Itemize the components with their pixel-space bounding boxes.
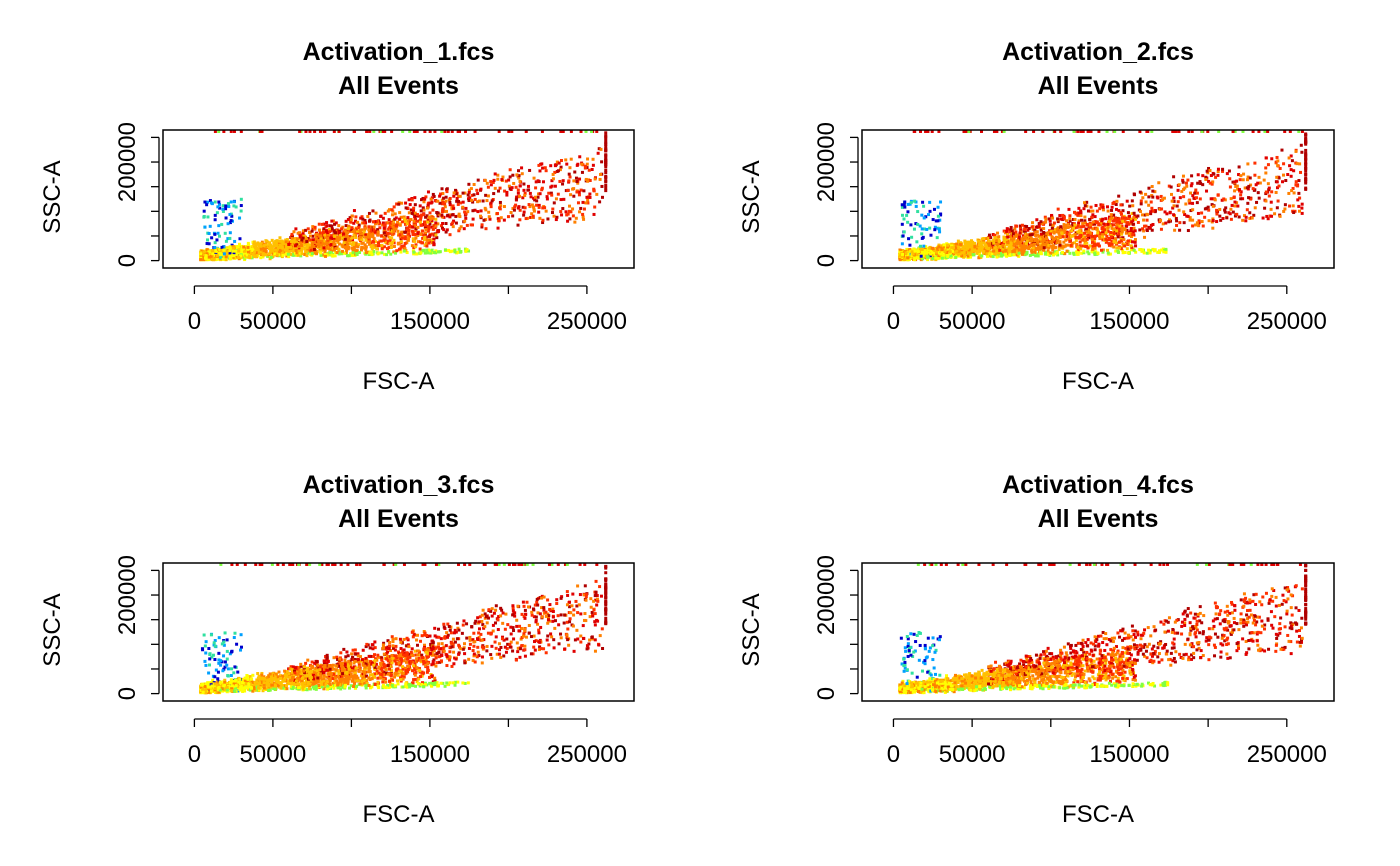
event-dots	[199, 130, 608, 262]
plot-title: Activation_3.fcs	[303, 471, 495, 499]
event-dots	[898, 563, 1308, 695]
plot-subtitle: All Events	[1038, 505, 1159, 533]
x-axis-label: FSC-A	[363, 801, 435, 828]
y-tick-label: 0	[813, 687, 840, 700]
plot-panel-3: Activation_3.fcs All Events 0 50000 150000 25…	[39, 471, 635, 828]
plot-box	[861, 129, 1335, 269]
y-axis-label: SSC-A	[39, 160, 66, 233]
x-tick-label: 50000	[240, 741, 307, 768]
x-tick-label: 0	[887, 741, 900, 768]
x-tick-label: 50000	[939, 741, 1006, 768]
plot-panel-1: Activation_1.fcs All Events 0 50000 150000 25…	[39, 38, 635, 395]
x-tick-label: 250000	[547, 741, 627, 768]
x-tick-label: 0	[188, 741, 201, 768]
x-tick-label: 150000	[1089, 741, 1169, 768]
plot-subtitle: All Events	[338, 72, 459, 100]
plot-box	[162, 129, 635, 269]
y-tick-label: 200000	[813, 555, 840, 635]
y-tick-label: 200000	[813, 122, 840, 202]
x-tick-label: 250000	[1247, 308, 1327, 335]
plot-title: Activation_1.fcs	[303, 38, 495, 66]
y-axis: 0 200000	[813, 555, 859, 700]
plot-title: Activation_2.fcs	[1002, 38, 1194, 66]
x-tick-label: 50000	[240, 308, 307, 335]
y-axis: 0 200000	[114, 555, 160, 700]
x-tick-label: 150000	[390, 741, 470, 768]
x-axis-label: FSC-A	[1062, 801, 1134, 828]
plot-subtitle: All Events	[1038, 72, 1159, 100]
y-tick-label: 0	[813, 254, 840, 267]
x-tick-label: 0	[188, 308, 201, 335]
plot-panel-2: Activation_2.fcs All Events 0 50000 150000 25…	[738, 38, 1335, 395]
y-tick-label: 0	[114, 254, 141, 267]
x-tick-label: 50000	[939, 308, 1006, 335]
y-axis-label: SSC-A	[39, 593, 66, 666]
y-axis-label: SSC-A	[738, 593, 765, 666]
y-tick-label: 0	[114, 687, 141, 700]
plot-title: Activation_4.fcs	[1002, 471, 1194, 499]
x-tick-label: 150000	[1089, 308, 1169, 335]
x-tick-label: 250000	[547, 308, 627, 335]
plot-box	[861, 562, 1335, 702]
x-axis-label: FSC-A	[1062, 368, 1134, 395]
plot-box	[162, 562, 635, 702]
y-tick-label: 200000	[114, 122, 141, 202]
x-tick-label: 150000	[390, 308, 470, 335]
x-axis: 0 50000 150000 250000	[188, 285, 627, 335]
x-axis: 0 50000 150000 250000	[887, 285, 1327, 335]
y-tick-label: 200000	[114, 555, 141, 635]
y-axis: 0 200000	[114, 122, 160, 267]
event-dots	[898, 130, 1308, 262]
event-dots	[199, 563, 608, 695]
x-axis-label: FSC-A	[363, 368, 435, 395]
x-axis: 0 50000 150000 250000	[887, 718, 1327, 768]
x-tick-label: 250000	[1247, 741, 1327, 768]
plot-panel-4: Activation_4.fcs All Events 0 50000 150000 25…	[738, 471, 1335, 828]
plot-subtitle: All Events	[338, 505, 459, 533]
y-axis: 0 200000	[813, 122, 859, 267]
y-axis-label: SSC-A	[738, 160, 765, 233]
x-tick-label: 0	[887, 308, 900, 335]
x-axis: 0 50000 150000 250000	[188, 718, 627, 768]
